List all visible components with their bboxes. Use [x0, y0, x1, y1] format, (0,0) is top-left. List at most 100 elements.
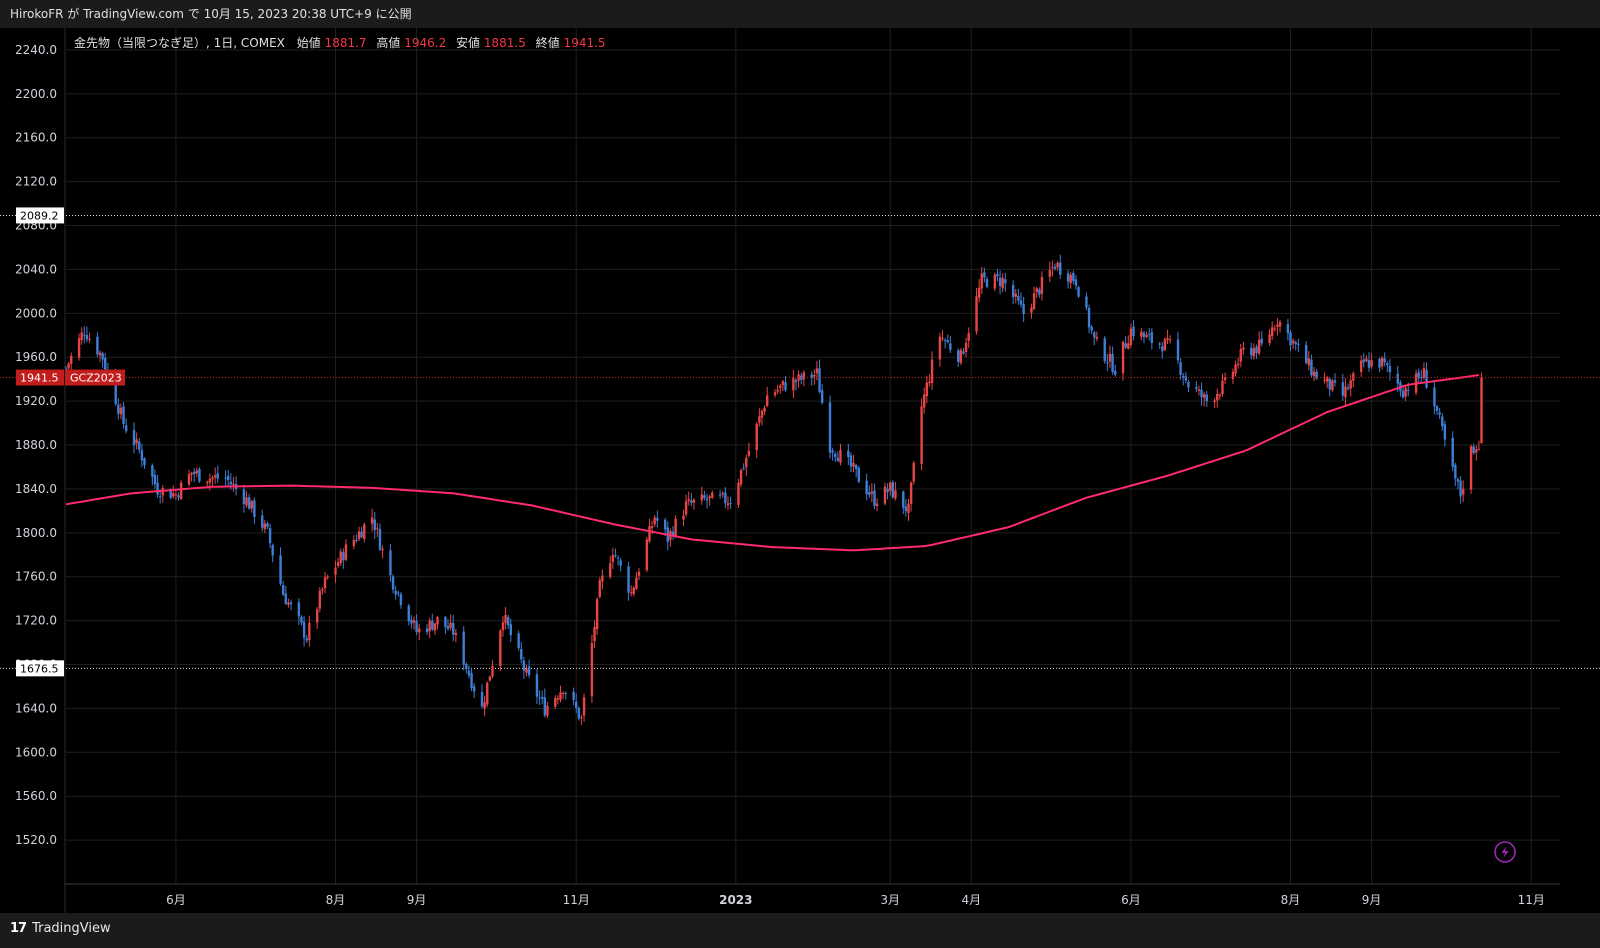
candle-body: [1386, 363, 1389, 366]
candle-body: [135, 439, 138, 444]
candle: [483, 695, 486, 717]
candle: [344, 539, 348, 562]
last-price-tag-bg: [16, 369, 64, 386]
candle-body: [836, 457, 840, 461]
candle: [886, 483, 889, 500]
candle-body: [810, 374, 813, 378]
price-tags: 2089.2 1676.5 1941.5 GCZ2023: [16, 207, 125, 677]
candle-body: [101, 353, 104, 360]
candle-body: [391, 576, 395, 590]
candle: [1108, 345, 1112, 369]
candle-body: [305, 638, 308, 641]
candle-body: [122, 406, 125, 425]
candle: [418, 623, 421, 641]
chart-area[interactable]: 2240.0 2200.0 2160.0 2120.0 2080.0 2040.0 2000…: [0, 28, 1600, 913]
candle-body: [1278, 322, 1282, 327]
candle: [1370, 353, 1373, 369]
candle-body: [412, 620, 416, 623]
candle-body: [1163, 339, 1167, 351]
candle: [446, 619, 450, 631]
candle-body: [1124, 343, 1127, 348]
candle-body: [370, 517, 374, 524]
candle: [977, 279, 981, 303]
candle-body: [454, 632, 458, 636]
candle-body: [520, 649, 523, 660]
candle-body: [1325, 377, 1329, 382]
candle-body: [1252, 348, 1256, 357]
candle: [794, 378, 798, 391]
candle-body: [1197, 389, 1201, 391]
candle: [1270, 321, 1274, 340]
candle: [488, 675, 492, 682]
candle-body: [1187, 381, 1190, 388]
candle-body: [729, 503, 732, 505]
y-tick-label: 2120.0: [15, 175, 57, 189]
y-tick-label: 2240.0: [15, 43, 57, 57]
candle-body: [959, 349, 963, 363]
candle: [1286, 318, 1290, 341]
candle: [556, 694, 560, 705]
candle-body: [671, 531, 675, 537]
candle-body: [996, 273, 999, 277]
candle-body: [1158, 343, 1161, 345]
candle: [980, 267, 983, 294]
candle: [726, 496, 730, 511]
candle: [122, 401, 125, 429]
candle: [943, 337, 947, 349]
candle-body: [506, 617, 510, 626]
candle: [1032, 286, 1036, 311]
x-tick-label: 4月: [961, 893, 981, 907]
candle: [800, 372, 803, 385]
candle: [755, 422, 758, 458]
candle: [1085, 292, 1088, 311]
candle-body: [1250, 347, 1253, 356]
x-axis[interactable]: 6月 8月 9月 11月 2023 3月 4月 6月 8月 9月 11月: [65, 883, 1560, 907]
candle: [1077, 285, 1080, 298]
candle: [1236, 358, 1240, 369]
tradingview-brand[interactable]: 17 TradingView: [10, 921, 111, 936]
candle-body: [967, 333, 970, 341]
candle-body: [193, 471, 196, 474]
x-tick-label: 6月: [1121, 893, 1141, 907]
candle: [577, 706, 581, 721]
y-axis[interactable]: 2240.02200.02160.02120.02080.02040.02000…: [15, 28, 66, 913]
candle-body: [540, 696, 544, 699]
candle-body: [784, 382, 787, 391]
candle-body: [232, 483, 235, 485]
y-tick-label: 2200.0: [15, 87, 57, 101]
candle-body: [98, 352, 102, 356]
level-tag-label: 1676.5: [20, 662, 59, 675]
candle: [1166, 329, 1169, 344]
candle: [391, 574, 395, 594]
price-chart[interactable]: 2240.02200.02160.02120.02080.02040.02000…: [0, 28, 1600, 913]
candle-body: [355, 539, 358, 541]
candle-body: [1472, 446, 1475, 454]
lightning-icon[interactable]: [1494, 841, 1516, 863]
svg-text:金先物（当限つなぎ足）, 1日, COMEX: 金先物（当限つなぎ足）, 1日, COMEX 始値 1881.7 高値 1946…: [74, 35, 606, 50]
candle-body: [140, 450, 144, 461]
candle-body: [1059, 262, 1062, 275]
candle: [297, 598, 301, 625]
candle-body: [614, 554, 617, 556]
candle-body: [941, 338, 944, 340]
candle: [690, 492, 693, 507]
candle: [1090, 324, 1093, 335]
candle-body: [726, 503, 730, 506]
candle-body: [208, 478, 212, 483]
candle-body: [648, 526, 651, 542]
candle-body: [745, 457, 748, 468]
candle-body: [627, 566, 630, 593]
candle-body: [1048, 269, 1051, 277]
candle-body: [297, 602, 301, 617]
candle-body: [1242, 347, 1245, 350]
candle-body: [1260, 338, 1263, 344]
candle-body: [1213, 400, 1216, 402]
candle-body: [758, 416, 761, 423]
candle-body: [250, 501, 253, 509]
candle-body: [433, 623, 437, 631]
level-tag-label: 2089.2: [20, 209, 59, 222]
candle-body: [852, 463, 855, 467]
candle: [758, 408, 761, 427]
candle-body: [449, 622, 452, 628]
candle-body: [381, 548, 384, 551]
